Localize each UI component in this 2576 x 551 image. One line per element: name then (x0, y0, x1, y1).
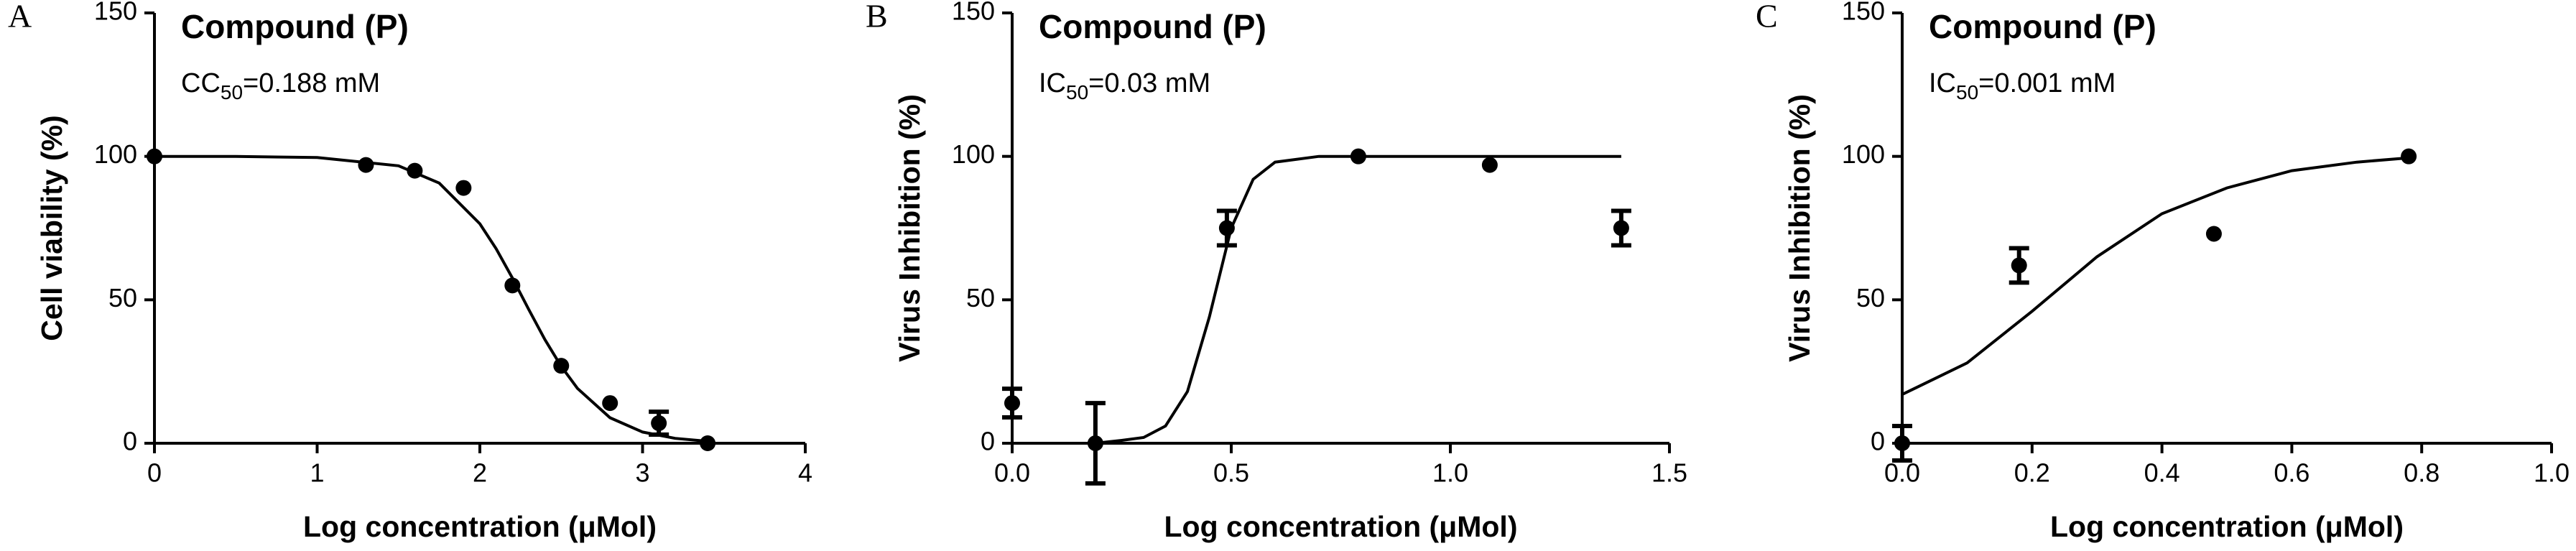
x-tick-label: 3 (635, 458, 649, 488)
x-tick-label: 1.5 (1651, 458, 1687, 488)
annotation: IC50=0.03 mM (1039, 68, 1210, 103)
x-tick-label: 4 (798, 458, 812, 488)
data-point (700, 435, 716, 451)
x-tick-label: 1 (310, 458, 324, 488)
y-tick-label: 0 (981, 427, 995, 456)
annotation-subscript: 50 (221, 81, 243, 103)
x-axis-label: Log concentration (μMol) (2050, 510, 2404, 543)
x-tick-label: 0.8 (2404, 458, 2440, 488)
data-point (602, 395, 618, 412)
panel-label: A (8, 0, 32, 34)
x-axis-label: Log concentration (μMol) (303, 510, 657, 543)
data-point (1350, 148, 1366, 165)
data-point (1481, 157, 1498, 173)
x-tick-label: 0.2 (2014, 458, 2050, 488)
x-tick-label: 0.0 (1884, 458, 1920, 488)
x-tick-label: 0 (147, 458, 162, 488)
annotation: CC50=0.188 mM (181, 68, 380, 103)
x-tick-label: 1.0 (2534, 458, 2570, 488)
y-tick-label: 150 (1842, 0, 1885, 26)
x-tick-label: 0.4 (2144, 458, 2180, 488)
x-tick-label: 2 (473, 458, 487, 488)
y-axis-label: Virus Inhibition (%) (1783, 94, 1816, 362)
y-tick-label: 50 (1856, 283, 1885, 312)
y-tick-label: 150 (952, 0, 995, 26)
data-point (407, 162, 423, 179)
y-tick-label: 150 (94, 0, 137, 26)
data-point (504, 277, 521, 294)
data-point (2401, 148, 2417, 165)
data-point (1218, 220, 1235, 236)
annotation-subscript: 50 (1066, 81, 1088, 103)
x-axis-label: Log concentration (μMol) (1164, 510, 1518, 543)
y-axis-label: Virus Inhibition (%) (893, 94, 926, 362)
annotation-suffix: =0.001 mM (1978, 68, 2116, 98)
data-point (1613, 220, 1629, 236)
annotation-suffix: =0.03 mM (1088, 68, 1210, 98)
y-tick-label: 0 (123, 427, 137, 456)
data-point (455, 180, 472, 196)
annotation-prefix: IC (1039, 68, 1066, 98)
panel-label: C (1756, 0, 1778, 34)
annotation: IC50=0.001 mM (1929, 68, 2116, 103)
y-tick-label: 0 (1871, 427, 1885, 456)
panel-label: B (866, 0, 888, 34)
chart-title: Compound (P) (1039, 8, 1266, 45)
y-tick-label: 50 (108, 283, 137, 312)
fit-curve (154, 154, 708, 443)
data-point (651, 415, 667, 432)
fit-curve (1095, 154, 1621, 445)
data-point (358, 157, 374, 173)
y-axis-label: Cell viability (%) (35, 115, 68, 341)
chart-title: Compound (P) (1929, 8, 2156, 45)
data-point (1004, 395, 1020, 412)
data-point (1087, 435, 1103, 451)
data-point (553, 358, 570, 374)
y-tick-label: 100 (952, 139, 995, 169)
data-point (1894, 435, 1910, 451)
annotation-suffix: =0.188 mM (243, 68, 380, 98)
annotation-subscript: 50 (1956, 81, 1978, 103)
x-tick-label: 1.0 (1432, 458, 1468, 488)
fit-curve (1901, 156, 2409, 396)
data-point (2011, 257, 2027, 274)
chart-title: Compound (P) (181, 8, 409, 45)
y-tick-label: 100 (1842, 139, 1885, 169)
x-tick-label: 0.5 (1213, 458, 1249, 488)
annotation-prefix: CC (181, 68, 221, 98)
x-tick-label: 0.0 (994, 458, 1030, 488)
x-tick-label: 0.6 (2274, 458, 2309, 488)
data-point (147, 148, 162, 165)
data-point (2205, 226, 2222, 242)
annotation-prefix: IC (1929, 68, 1956, 98)
y-tick-label: 50 (966, 283, 995, 312)
y-tick-label: 100 (94, 139, 137, 169)
